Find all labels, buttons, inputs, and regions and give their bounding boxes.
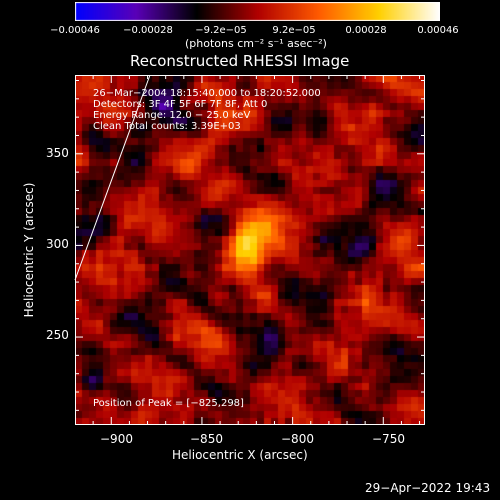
colorbar-tick-label: −0.00028 — [123, 25, 173, 36]
colorbar-tick-label: 0.00046 — [417, 25, 459, 36]
y-axis-label: Heliocentric Y (arcsec) — [22, 182, 36, 318]
peak-position-annotation: Position of Peak = [−825,298] — [93, 398, 244, 409]
y-tick-label: 350 — [46, 146, 69, 160]
x-tick-label: −900 — [100, 432, 133, 446]
colorbar-unit-label: (photons cm⁻² s⁻¹ asec⁻²) — [185, 37, 327, 50]
clean-counts-annotation: Clean Total counts: 3.39E+03 — [93, 121, 241, 132]
plot-frame — [75, 75, 425, 425]
colorbar — [75, 2, 440, 21]
energy-range-annotation: Energy Range: 12.0 − 25.0 keV — [93, 110, 251, 121]
colorbar-tick-label: 9.2e−05 — [272, 25, 316, 36]
x-axis-label: Heliocentric X (arcsec) — [172, 448, 308, 462]
y-tick-label: 300 — [46, 237, 69, 251]
colorbar-tick-label: −0.00046 — [50, 25, 100, 36]
x-tick-label: −800 — [281, 432, 314, 446]
generation-timestamp: 29−Apr−2022 19:43 — [365, 481, 491, 495]
time-range-annotation: 26−Mar−2004 18:15:40.000 to 18:20:52.000 — [93, 88, 321, 99]
chart-title: Reconstructed RHESSI Image — [130, 52, 350, 70]
colorbar-tick-label: −9.2e−05 — [195, 25, 247, 36]
colorbar-tick-label: 0.00028 — [345, 25, 387, 36]
heatmap-image — [75, 75, 425, 425]
detectors-annotation: Detectors: 3F 4F 5F 6F 7F 8F, Att 0 — [93, 99, 268, 110]
y-tick-label: 250 — [46, 328, 69, 342]
solar-limb-line — [74, 74, 151, 281]
x-tick-label: −750 — [372, 432, 405, 446]
x-tick-label: −850 — [190, 432, 223, 446]
